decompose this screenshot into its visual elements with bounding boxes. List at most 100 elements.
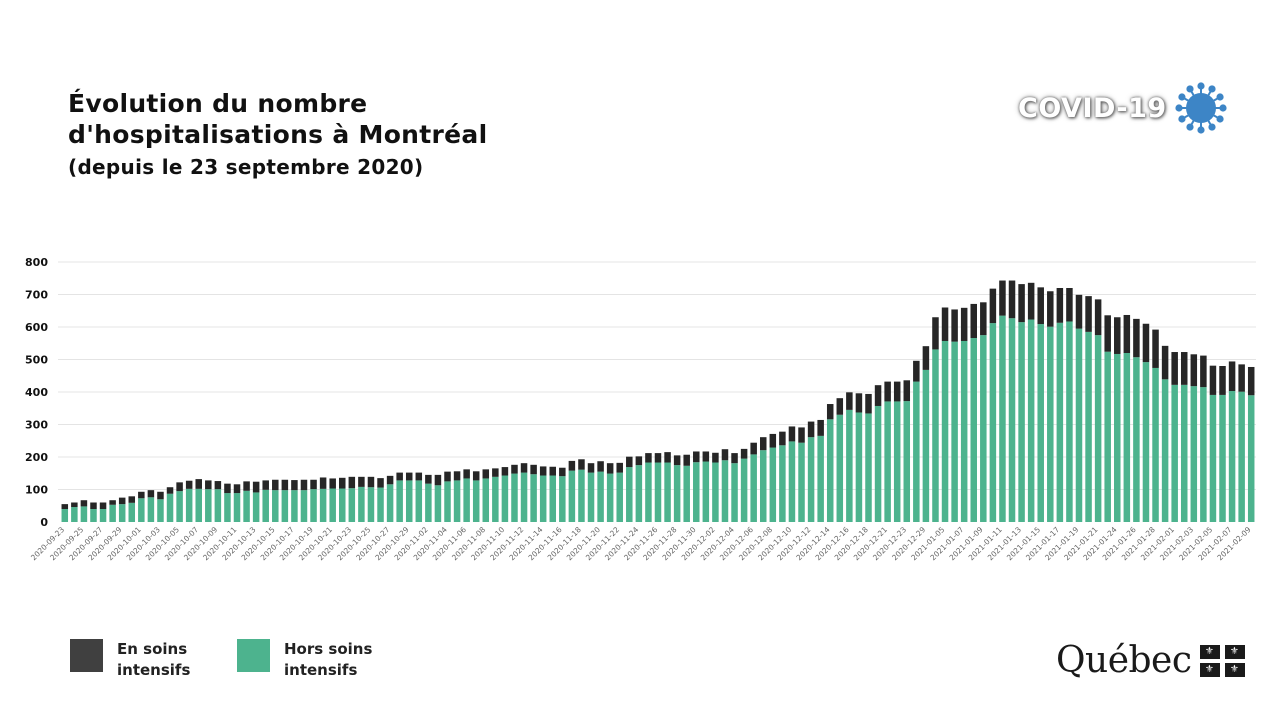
y-tick-label: 700 (25, 289, 48, 302)
bar-hors-soins-intensifs (788, 441, 796, 522)
bar-hors-soins-intensifs (434, 485, 442, 522)
bar-hors-soins-intensifs (539, 475, 547, 522)
bar-hors-soins-intensifs (1027, 319, 1035, 522)
y-tick-label: 400 (25, 386, 48, 399)
bar-hors-soins-intensifs (712, 462, 719, 522)
stacked-bar-chart: 01002003004005006007008002020-09-232020-… (25, 256, 1256, 562)
bar-hors-soins-intensifs (195, 488, 202, 522)
covid-19-logo: COVID-19 (1018, 80, 1229, 136)
bar-en-soins-intensifs (587, 463, 595, 473)
bar-en-soins-intensifs (1037, 287, 1044, 325)
y-tick-label: 100 (25, 484, 48, 497)
bar-en-soins-intensifs (453, 471, 461, 481)
bar-en-soins-intensifs (578, 459, 585, 470)
bar-en-soins-intensifs (138, 491, 145, 499)
bar-hors-soins-intensifs (855, 412, 863, 522)
bar-en-soins-intensifs (626, 456, 633, 468)
y-tick-label: 300 (25, 419, 48, 432)
bar-hors-soins-intensifs (138, 498, 145, 522)
bar-en-soins-intensifs (865, 393, 872, 414)
bar-hors-soins-intensifs (798, 442, 805, 522)
bar-en-soins-intensifs (903, 380, 911, 402)
bar-hors-soins-intensifs (903, 401, 911, 522)
bar-hors-soins-intensifs (147, 497, 155, 522)
bar-hors-soins-intensifs (980, 335, 987, 522)
bar-hors-soins-intensifs (224, 493, 231, 522)
bar-hors-soins-intensifs (1152, 367, 1159, 522)
bar-en-soins-intensifs (693, 451, 700, 463)
title-line-1: Évolution du nombre (68, 89, 368, 118)
bar-en-soins-intensifs (358, 476, 365, 487)
bar-en-soins-intensifs (645, 453, 652, 463)
bar-hors-soins-intensifs (568, 470, 576, 522)
bar-hors-soins-intensifs (1190, 386, 1198, 522)
bar-hors-soins-intensifs (1037, 324, 1044, 522)
bar-hors-soins-intensifs (61, 509, 69, 522)
bar-en-soins-intensifs (1008, 280, 1016, 319)
bar-hors-soins-intensifs (118, 504, 126, 522)
legend-label-non-icu-1: Hors soins (284, 640, 373, 658)
bar-en-soins-intensifs (1056, 288, 1064, 323)
bar-en-soins-intensifs (960, 307, 968, 341)
bar-en-soins-intensifs (568, 460, 576, 471)
virus-icon (1175, 82, 1227, 134)
bar-hors-soins-intensifs (1180, 384, 1188, 522)
bar-en-soins-intensifs (1209, 365, 1217, 395)
bar-en-soins-intensifs (826, 404, 834, 420)
bar-hors-soins-intensifs (185, 488, 193, 522)
bar-hors-soins-intensifs (272, 490, 279, 522)
bar-hors-soins-intensifs (252, 492, 260, 522)
bar-hors-soins-intensifs (1142, 362, 1150, 522)
legend-item-non-icu: Hors soins intensifs (237, 639, 384, 681)
bar-en-soins-intensifs (205, 480, 212, 490)
bar-hors-soins-intensifs (415, 480, 423, 522)
bar-hors-soins-intensifs (846, 409, 853, 522)
bar-en-soins-intensifs (195, 479, 202, 489)
bar-hors-soins-intensifs (1075, 328, 1083, 522)
bar-en-soins-intensifs (300, 479, 308, 491)
legend-item-icu: En soins intensifs (70, 639, 217, 681)
bar-en-soins-intensifs (788, 426, 796, 442)
bar-en-soins-intensifs (291, 480, 298, 491)
bar-hors-soins-intensifs (1200, 387, 1207, 522)
bar-hors-soins-intensifs (865, 413, 872, 522)
legend-swatch-icu (70, 639, 103, 672)
bar-en-soins-intensifs (99, 502, 107, 509)
bar-en-soins-intensifs (1238, 364, 1245, 392)
bar-en-soins-intensifs (874, 385, 882, 406)
bar-en-soins-intensifs (635, 456, 643, 466)
bar-hors-soins-intensifs (597, 471, 604, 522)
bar-hors-soins-intensifs (836, 414, 844, 522)
bar-en-soins-intensifs (798, 427, 805, 443)
bar-en-soins-intensifs (989, 288, 997, 324)
bar-en-soins-intensifs (329, 478, 336, 489)
bar-en-soins-intensifs (654, 453, 662, 463)
quebec-logo: Québec ⚜ ⚜ ⚜ ⚜ (1056, 640, 1245, 681)
bar-hors-soins-intensifs (71, 507, 78, 522)
bar-en-soins-intensifs (970, 303, 977, 339)
bar-en-soins-intensifs (262, 480, 269, 490)
bar-hors-soins-intensifs (759, 450, 767, 522)
bar-en-soins-intensifs (1200, 355, 1207, 388)
bar-hors-soins-intensifs (559, 476, 566, 522)
bar-hors-soins-intensifs (205, 489, 212, 522)
bar-hors-soins-intensifs (358, 486, 365, 522)
bar-hors-soins-intensifs (300, 490, 308, 522)
bar-en-soins-intensifs (90, 502, 97, 509)
bar-en-soins-intensifs (128, 496, 136, 503)
bar-hors-soins-intensifs (214, 489, 222, 522)
bar-en-soins-intensifs (712, 452, 719, 463)
bar-en-soins-intensifs (252, 481, 260, 493)
legend-label-icu-1: En soins (117, 640, 188, 658)
bar-en-soins-intensifs (339, 477, 346, 489)
bar-en-soins-intensifs (224, 483, 231, 494)
fleur-de-lis-flag-icon: ⚜ ⚜ ⚜ ⚜ (1199, 644, 1245, 677)
bar-en-soins-intensifs (549, 466, 557, 476)
bar-hors-soins-intensifs (750, 454, 757, 522)
bar-hors-soins-intensifs (262, 489, 269, 522)
bar-hors-soins-intensifs (405, 480, 413, 522)
bar-en-soins-intensifs (913, 360, 920, 382)
bar-hors-soins-intensifs (463, 478, 470, 522)
bar-en-soins-intensifs (779, 431, 786, 446)
bar-en-soins-intensifs (1047, 291, 1054, 327)
